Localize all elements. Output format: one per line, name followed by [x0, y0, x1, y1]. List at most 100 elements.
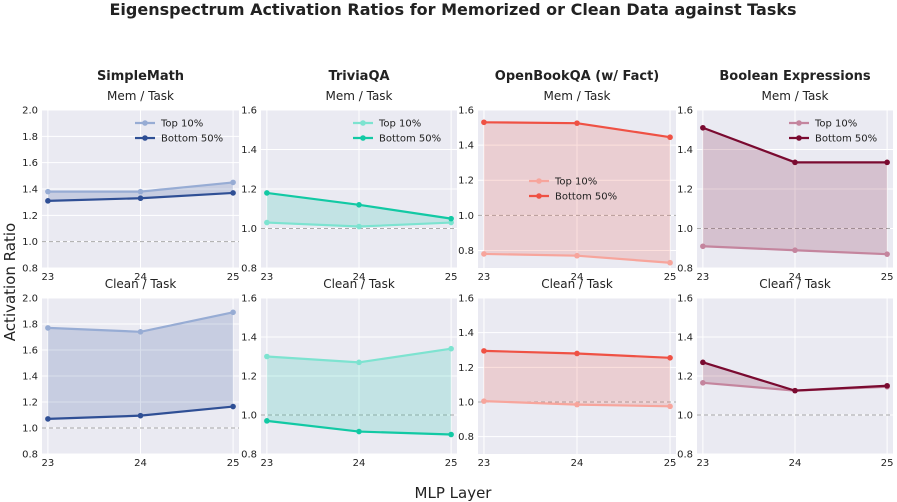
subplot-title: Clean / Task — [541, 277, 613, 291]
data-point — [264, 190, 270, 196]
y-tick-label: 0.8 — [458, 246, 474, 257]
y-tick-label: 1.2 — [458, 176, 474, 187]
x-tick-label: 25 — [445, 272, 458, 283]
legend-marker — [536, 193, 542, 199]
x-tick-label: 25 — [445, 458, 458, 469]
x-tick-label: 25 — [664, 458, 677, 469]
x-tick-label: 25 — [227, 458, 240, 469]
data-point — [264, 353, 270, 360]
data-point — [448, 219, 454, 226]
y-tick-label: 1.0 — [677, 224, 693, 235]
data-point — [230, 309, 236, 316]
x-tick-label: 24 — [571, 272, 584, 283]
data-point — [45, 188, 51, 195]
fill-between — [702, 127, 888, 255]
x-axis-label: MLP Layer — [415, 484, 493, 502]
data-point — [356, 223, 362, 230]
y-tick-label: 1.4 — [241, 145, 257, 156]
data-point — [45, 198, 51, 204]
data-point — [884, 251, 890, 257]
data-point — [700, 124, 706, 131]
data-point — [667, 355, 673, 361]
y-tick-label: 1.2 — [677, 372, 693, 383]
data-point — [356, 428, 362, 435]
y-tick-label: 2.0 — [22, 294, 38, 305]
data-point — [448, 345, 454, 352]
data-point — [230, 403, 236, 410]
data-point — [264, 219, 270, 226]
y-tick-label: 1.8 — [22, 320, 38, 331]
legend: Top 10% Bottom 50% — [789, 119, 877, 145]
data-point — [792, 159, 798, 166]
y-axis-label: Activation Ratio — [1, 223, 19, 341]
data-point — [137, 412, 144, 419]
x-tick-label: 23 — [697, 272, 710, 283]
y-tick-label: 1.6 — [458, 106, 474, 117]
y-tick-label: 1.2 — [677, 185, 693, 196]
y-tick-label: 1.0 — [458, 398, 474, 409]
x-tick-label: 23 — [478, 458, 491, 469]
subplot-title: Mem / Task — [326, 89, 393, 103]
x-tick-label: 23 — [697, 458, 710, 469]
column-title: Boolean Expressions — [719, 69, 871, 84]
data-point — [448, 431, 454, 438]
x-tick-label: 25 — [227, 272, 240, 283]
column-title: OpenBookQA (w/ Fact) — [495, 69, 659, 84]
data-point — [792, 387, 798, 394]
y-tick-label: 1.6 — [22, 346, 38, 357]
y-tick-label: 1.6 — [677, 106, 693, 117]
y-tick-label: 1.4 — [241, 333, 257, 344]
y-tick-label: 1.4 — [677, 145, 693, 156]
fill-between — [483, 122, 671, 263]
data-point — [137, 329, 144, 335]
legend-label: Top 10% — [160, 119, 203, 130]
y-tick-label: 1.2 — [241, 372, 257, 383]
y-tick-label: 0.8 — [241, 264, 257, 275]
legend-label: Bottom 50% — [555, 192, 617, 203]
legend-marker — [142, 135, 148, 141]
fill-between — [266, 192, 452, 227]
legend: Top 10% Bottom 50% — [353, 119, 441, 145]
y-tick-label: 1.0 — [22, 237, 38, 248]
y-tick-label: 1.4 — [677, 333, 693, 344]
x-tick-label: 24 — [353, 272, 366, 283]
x-tick-label: 24 — [353, 458, 366, 469]
data-point — [481, 348, 487, 354]
data-point — [884, 382, 890, 389]
subplot-title: Clean / Task — [323, 277, 395, 291]
y-tick-label: 1.8 — [22, 132, 38, 143]
legend-marker — [142, 120, 148, 126]
data-point — [137, 195, 144, 202]
y-tick-label: 0.8 — [458, 432, 474, 443]
fill-between — [702, 362, 888, 391]
x-tick-label: 25 — [881, 458, 894, 469]
y-tick-label: 1.2 — [458, 363, 474, 374]
y-tick-label: 1.6 — [22, 158, 38, 169]
data-point — [574, 350, 580, 357]
data-point — [230, 179, 236, 186]
x-tick-label: 24 — [134, 458, 147, 469]
subplot-title: Clean / Task — [105, 277, 177, 291]
y-tick-label: 0.8 — [22, 450, 38, 461]
data-point — [45, 416, 51, 422]
subplot-title: Mem / Task — [107, 89, 174, 103]
y-tick-label: 0.8 — [22, 264, 38, 275]
legend-label: Bottom 50% — [161, 134, 223, 145]
subplot-title: Clean / Task — [759, 277, 831, 291]
x-tick-label: 24 — [789, 458, 802, 469]
panel: 0.8 1.0 1.2 1.4 1.6 23 24 25 Mem / Task Top 10% Bo… — [677, 89, 893, 283]
data-point — [481, 119, 487, 126]
data-point — [448, 215, 454, 222]
x-tick-label: 24 — [789, 272, 802, 283]
legend-marker — [796, 135, 802, 141]
data-point — [574, 252, 580, 259]
y-tick-label: 1.0 — [677, 411, 693, 422]
panel: 0.8 1.0 1.2 1.4 1.6 23 24 25 Clean / Task — [458, 277, 676, 469]
x-tick-label: 23 — [261, 272, 274, 283]
y-tick-label: 0.8 — [677, 264, 693, 275]
y-tick-label: 1.6 — [241, 106, 257, 117]
data-point — [481, 398, 487, 404]
x-tick-label: 23 — [42, 458, 55, 469]
legend-label: Bottom 50% — [815, 134, 877, 145]
